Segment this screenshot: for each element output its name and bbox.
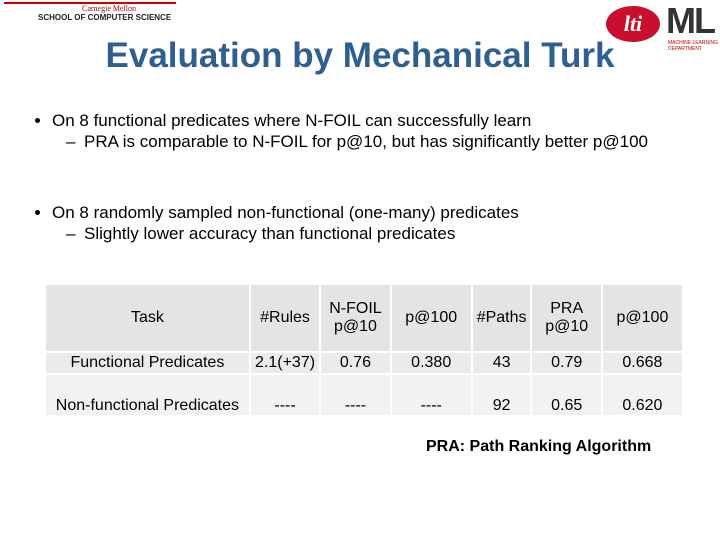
sub-bullet: Slightly lower accuracy than functional … bbox=[84, 223, 700, 244]
ml-logo: ML bbox=[666, 0, 716, 41]
table-body: Functional Predicates 2.1(+37) 0.76 0.380 43… bbox=[44, 351, 685, 417]
header-cell: #Rules bbox=[248, 283, 322, 353]
table-cell: 0.380 bbox=[389, 351, 473, 375]
table-cell: 2.1(+37) bbox=[248, 351, 322, 375]
header-cell: p@100 bbox=[600, 283, 685, 353]
table-cell: 0.79 bbox=[530, 351, 603, 375]
bullet-text: On 8 functional predicates where N-FOIL … bbox=[52, 111, 532, 130]
lti-logo: lti bbox=[606, 6, 660, 42]
table-row: Functional Predicates 2.1(+37) 0.76 0.380 43… bbox=[44, 351, 685, 375]
table-cell: 92 bbox=[470, 373, 533, 417]
header-cell: p@100 bbox=[389, 283, 473, 353]
table-cell: 0.668 bbox=[600, 351, 685, 375]
bullet: On 8 randomly sampled non-functional (on… bbox=[52, 202, 700, 244]
table-cell: 0.76 bbox=[319, 351, 392, 375]
table-cell: ---- bbox=[319, 373, 392, 417]
header-cell: #Paths bbox=[470, 283, 533, 353]
title: Evaluation by Mechanical Turk bbox=[105, 36, 615, 75]
results-table: Task #Rules N-FOIL p@10 p@100 #Paths PRA… bbox=[44, 283, 685, 417]
table-cell: Functional Predicates bbox=[44, 351, 251, 375]
table-cell: ---- bbox=[248, 373, 322, 417]
header-cell: PRA p@10 bbox=[530, 283, 603, 353]
ml-subtitle: MACHINE LEARNING DEPARTMENT bbox=[668, 40, 719, 52]
header-cell: N-FOIL p@10 bbox=[319, 283, 392, 353]
cmu-logo: Carnegie Mellon SCHOOL OF COMPUTER SCIEN… bbox=[4, 2, 176, 24]
table-row: Non-functional Predicates ---- ---- ---- 92 0… bbox=[44, 373, 685, 417]
table-cell: 0.65 bbox=[530, 373, 603, 417]
table-cell: Non-functional Predicates bbox=[44, 373, 251, 417]
bullet-list: On 8 randomly sampled non-functional (on… bbox=[30, 202, 700, 244]
sub-bullet: PRA is comparable to N-FOIL for p@10, bu… bbox=[84, 131, 700, 152]
bullet-text: On 8 randomly sampled non-functional (on… bbox=[52, 203, 519, 222]
table-cell: 43 bbox=[470, 351, 533, 375]
header-cell: Task bbox=[44, 283, 251, 353]
footnote: PRA: Path Ranking Algorithm bbox=[426, 438, 652, 455]
bullet-list: On 8 functional predicates where N-FOIL … bbox=[30, 110, 700, 152]
university: Carnegie Mellon bbox=[82, 4, 136, 13]
table-cell: ---- bbox=[389, 373, 473, 417]
table-cell: 0.620 bbox=[600, 373, 685, 417]
school: SCHOOL OF COMPUTER SCIENCE bbox=[38, 13, 172, 22]
bullet: On 8 functional predicates where N-FOIL … bbox=[52, 110, 700, 152]
